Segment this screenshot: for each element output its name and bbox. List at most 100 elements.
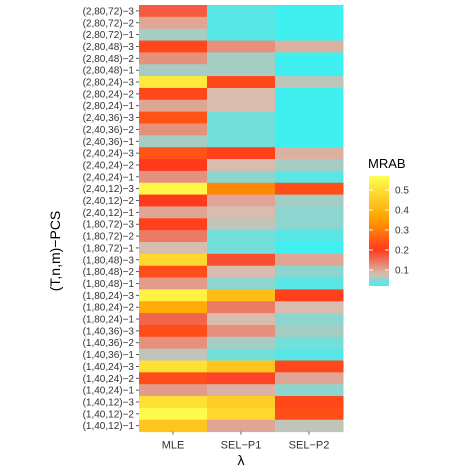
y-tick-label: (2,40,24)−2: [83, 160, 135, 171]
heatmap-cell: [207, 348, 276, 361]
heatmap-cell: [139, 253, 208, 267]
heatmap-cell: [207, 289, 276, 302]
y-tick-label: (1,80,72)−2: [83, 232, 135, 243]
heatmap-cell: [207, 135, 276, 148]
colorbar-tick-label: 0.5: [395, 186, 409, 197]
colorbar-legend: MRAB 0.1 0.2 0.3 0.4 0.5: [368, 156, 409, 286]
y-tick-label: (2,40,12)−3: [83, 184, 135, 195]
y-tick-label: (2,80,24)−3: [83, 78, 135, 89]
heatmap-cell: [275, 135, 344, 148]
heatmap-cell: [275, 384, 344, 397]
heatmap-cell: [275, 230, 344, 243]
y-tick-label: (2,80,48)−3: [83, 42, 135, 53]
y-tick-label: (2,80,72)−1: [83, 30, 135, 41]
heatmap-cell: [275, 111, 344, 124]
heatmap-cell: [207, 230, 276, 243]
heatmap-cell: [275, 253, 344, 267]
heatmap-cell: [139, 194, 208, 207]
x-tick-label: SEL−P1: [221, 440, 262, 452]
y-tick-label: (1,40,12)−3: [83, 397, 135, 408]
heatmap-cell: [207, 336, 276, 350]
heatmap-cell: [207, 40, 276, 53]
heatmap-cell: [275, 99, 344, 113]
heatmap-cell: [207, 372, 276, 385]
heatmap-cell: [207, 5, 276, 18]
colorbar-tick-label: 0.1: [395, 266, 409, 277]
heatmap-cell: [139, 277, 208, 290]
y-tick-label: (1,40,24)−1: [83, 386, 135, 397]
heatmap-cell: [207, 419, 276, 433]
colorbar-tick-label: 0.2: [395, 246, 409, 257]
heatmap-cell: [207, 360, 276, 373]
heatmap-cell: [139, 396, 208, 409]
y-tick-label: (2,40,36)−2: [83, 125, 135, 136]
y-tick-label: (2,40,24)−1: [83, 172, 135, 183]
heatmap-cell: [275, 182, 344, 196]
heatmap-cells: [139, 5, 344, 433]
heatmap-cell: [275, 396, 344, 409]
heatmap-cell: [207, 206, 276, 219]
heatmap-cell: [139, 40, 208, 53]
y-axis-title: (T,n,m)−PCS: [47, 211, 63, 292]
heatmap-cell: [207, 396, 276, 409]
heatmap-cell: [275, 159, 344, 172]
heatmap-cell: [139, 111, 208, 124]
heatmap-cell: [139, 218, 208, 231]
heatmap-cell: [139, 28, 208, 42]
y-tick-label: (1,80,48)−2: [83, 267, 135, 278]
y-tick-label: (1,80,72)−1: [83, 243, 135, 254]
heatmap-cell: [207, 265, 276, 279]
heatmap-cell: [275, 372, 344, 385]
heatmap-cell: [139, 16, 208, 30]
heatmap-cell: [207, 324, 276, 338]
y-tick-label: (2,80,72)−2: [83, 18, 135, 29]
heatmap-cell: [139, 265, 208, 279]
heatmap-cell: [139, 5, 208, 18]
heatmap-cell: [275, 407, 344, 421]
heatmap-cell: [275, 170, 344, 184]
y-tick-label: (2,40,12)−1: [83, 208, 135, 219]
colorbar-tick-label: 0.3: [395, 226, 409, 237]
colorbar-tick-label: 0.4: [395, 206, 409, 217]
x-axis-title: λ: [238, 452, 245, 468]
colorbar-title: MRAB: [368, 156, 406, 171]
heatmap-cell: [207, 52, 276, 65]
heatmap-cell: [275, 28, 344, 42]
heatmap-cell: [139, 407, 208, 421]
heatmap-cell: [139, 242, 208, 255]
heatmap-cell: [207, 242, 276, 255]
y-tick-label: (1,80,24)−1: [83, 315, 135, 326]
heatmap-cell: [275, 76, 344, 89]
heatmap-cell: [139, 348, 208, 361]
heatmap-cell: [275, 64, 344, 77]
y-tick-label: (2,40,24)−3: [83, 149, 135, 160]
heatmap-cell: [207, 301, 276, 314]
y-tick-label: (1,40,24)−2: [83, 374, 135, 385]
y-tick-label: (1,80,48)−1: [83, 279, 135, 290]
heatmap-cell: [207, 111, 276, 124]
y-tick-label: (2,80,48)−2: [83, 54, 135, 65]
y-tick-label: (1,80,48)−3: [83, 255, 135, 266]
heatmap-cell: [139, 336, 208, 350]
heatmap-cell: [207, 277, 276, 290]
heatmap-cell: [275, 87, 344, 101]
heatmap-cell: [275, 218, 344, 231]
heatmap-cell: [207, 194, 276, 207]
heatmap-cell: [207, 182, 276, 196]
heatmap-cell: [139, 230, 208, 243]
y-tick-label: (1,80,24)−3: [83, 291, 135, 302]
colorbar-ticks: 0.1 0.2 0.3 0.4 0.5: [369, 186, 409, 277]
y-tick-label: (1,40,36)−3: [83, 326, 135, 337]
heatmap-cell: [139, 99, 208, 113]
heatmap-cell: [207, 384, 276, 397]
heatmap-cell: [275, 313, 344, 326]
heatmap-cell: [139, 384, 208, 397]
heatmap-cell: [207, 313, 276, 326]
heatmap-cell: [139, 147, 208, 160]
heatmap-cell: [275, 324, 344, 338]
heatmap-cell: [139, 206, 208, 219]
heatmap-cell: [275, 123, 344, 136]
y-tick-label: (1,40,36)−1: [83, 350, 135, 361]
heatmap-cell: [139, 76, 208, 89]
heatmap-cell: [207, 407, 276, 421]
